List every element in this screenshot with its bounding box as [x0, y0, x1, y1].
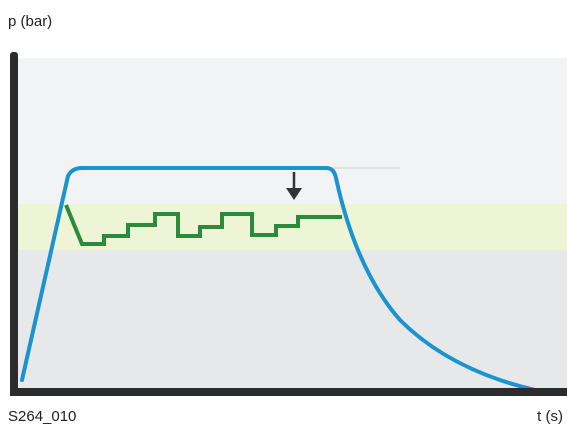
upper-zone — [16, 58, 567, 204]
x-axis — [10, 388, 567, 396]
green-pressure-curve — [64, 204, 342, 246]
y-axis-label: p (bar) — [8, 13, 53, 30]
figure-id: S264_010 — [8, 408, 77, 425]
y-axis — [10, 52, 18, 396]
down-arrow-icon — [286, 172, 302, 200]
x-axis-label: t (s) — [537, 408, 563, 425]
lower-zone — [16, 250, 567, 390]
blue-pressure-curve — [20, 166, 537, 392]
